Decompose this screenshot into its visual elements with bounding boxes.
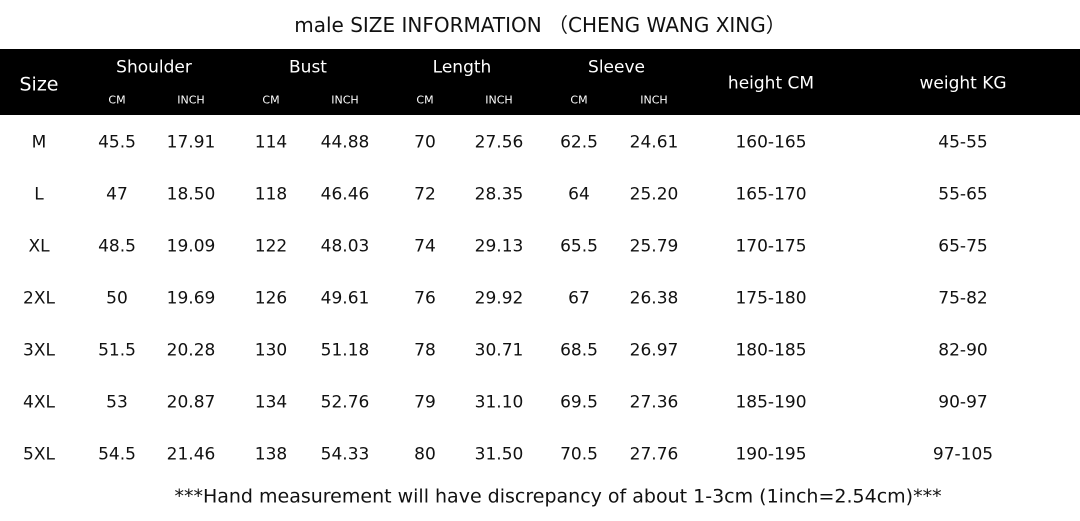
header-unit: INCH [485,93,513,107]
cell: 47 [106,184,128,205]
cell: 51.5 [98,340,136,361]
cell: 68.5 [560,340,598,361]
cell: 69.5 [560,392,598,413]
cell: 165-170 [735,184,807,205]
cell: 65.5 [560,236,598,257]
header-group: Length [432,57,492,78]
cell: 45-55 [938,132,988,153]
cell: 70 [414,132,436,153]
cell: 64 [568,184,590,205]
size-cell: XL [28,236,50,257]
cell: 31.10 [474,392,524,413]
cell: 20.28 [166,340,216,361]
cell: 29.13 [474,236,524,257]
cell: 122 [254,236,288,257]
cell: 45.5 [98,132,136,153]
cell: 67 [568,288,590,309]
cell: 78 [414,340,436,361]
cell: 46.46 [320,184,370,205]
cell: 48.5 [98,236,136,257]
cell: 19.69 [166,288,216,309]
cell: 27.76 [629,444,679,465]
cell: 74 [414,236,436,257]
cell: 21.46 [166,444,216,465]
cell: 185-190 [735,392,807,413]
header-group: Shoulder [116,57,192,78]
cell: 30.71 [474,340,524,361]
header-unit: INCH [640,93,668,107]
cell: 55-65 [938,184,988,205]
size-cell: M [31,132,47,153]
cell: 97-105 [932,444,994,465]
note: ***Hand measurement will have discrepanc… [174,485,942,508]
cell: 82-90 [938,340,988,361]
header-height: height CM [727,73,815,94]
cell: 27.56 [474,132,524,153]
cell: 80 [414,444,436,465]
cell: 79 [414,392,436,413]
cell: 134 [254,392,288,413]
cell: 28.35 [474,184,524,205]
cell: 24.61 [629,132,679,153]
header-unit: CM [108,93,126,107]
cell: 52.76 [320,392,370,413]
header-group: Sleeve [588,57,645,78]
cell: 50 [106,288,128,309]
cell: 72 [414,184,436,205]
cell: 53 [106,392,128,413]
cell: 48.03 [320,236,370,257]
size-cell: L [34,184,44,205]
cell: 180-185 [735,340,807,361]
cell: 76 [414,288,436,309]
cell: 54.33 [320,444,370,465]
cell: 118 [254,184,288,205]
size-cell: 5XL [23,444,55,465]
cell: 25.79 [629,236,679,257]
cell: 90-97 [938,392,988,413]
cell: 62.5 [560,132,598,153]
header-unit: CM [416,93,434,107]
header-unit: CM [570,93,588,107]
cell: 25.20 [629,184,679,205]
size-cell: 4XL [23,392,55,413]
cell: 26.97 [629,340,679,361]
header-unit: CM [262,93,280,107]
cell: 51.18 [320,340,370,361]
cell: 138 [254,444,288,465]
header-weight: weight KG [919,73,1007,94]
cell: 170-175 [735,236,807,257]
cell: 26.38 [629,288,679,309]
cell: 31.50 [474,444,524,465]
header-group: Bust [289,57,327,78]
cell: 75-82 [938,288,988,309]
cell: 54.5 [98,444,136,465]
cell: 70.5 [560,444,598,465]
cell: 29.92 [474,288,524,309]
header-unit: INCH [177,93,205,107]
header-size: Size [19,73,59,96]
cell: 17.91 [166,132,216,153]
cell: 19.09 [166,236,216,257]
cell: 20.87 [166,392,216,413]
header-unit: INCH [331,93,359,107]
cell: 114 [254,132,288,153]
size-cell: 2XL [23,288,55,309]
cell: 49.61 [320,288,370,309]
cell: 126 [254,288,288,309]
cell: 27.36 [629,392,679,413]
header-band [0,49,1080,115]
cell: 44.88 [320,132,370,153]
title: male SIZE INFORMATION （CHENG WANG XING） [294,13,786,37]
cell: 18.50 [166,184,216,205]
cell: 190-195 [735,444,807,465]
cell: 65-75 [938,236,988,257]
cell: 160-165 [735,132,807,153]
size-cell: 3XL [23,340,55,361]
cell: 175-180 [735,288,807,309]
cell: 130 [254,340,288,361]
